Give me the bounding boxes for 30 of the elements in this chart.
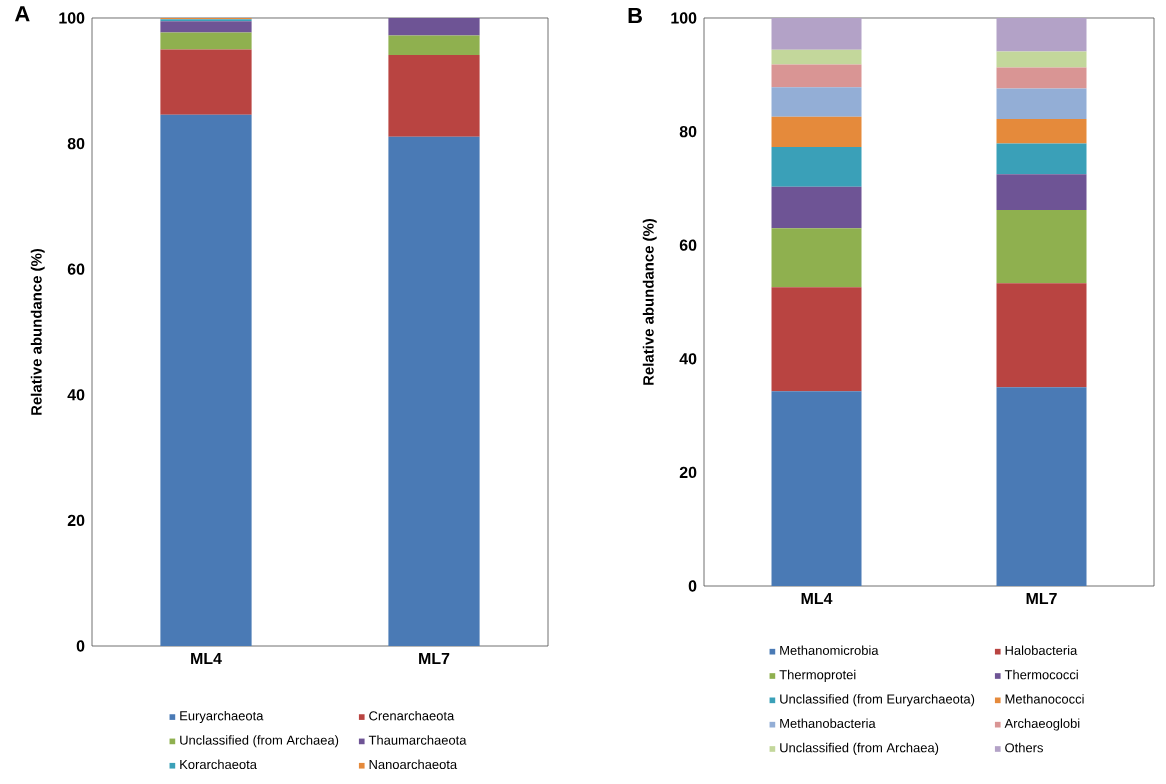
bar [771, 287, 862, 392]
bar [996, 67, 1087, 89]
bar [771, 49, 862, 65]
bar [160, 114, 252, 646]
bar [160, 49, 252, 115]
bar [771, 391, 862, 586]
bar [771, 64, 862, 88]
bar [771, 186, 862, 229]
bar [771, 87, 862, 117]
bar [996, 174, 1087, 210]
bar [996, 143, 1087, 175]
bar [388, 136, 480, 646]
bar [771, 17, 862, 50]
bar [771, 228, 862, 288]
bar [996, 119, 1087, 144]
bar [160, 32, 252, 50]
bar [388, 35, 480, 56]
text: A [14, 6, 30, 22]
bar [996, 387, 1087, 586]
bar [388, 55, 480, 137]
bar [771, 116, 862, 147]
bar [160, 21, 252, 33]
bar [996, 51, 1087, 68]
bar [996, 17, 1087, 52]
bar [996, 88, 1087, 120]
bar [388, 17, 480, 36]
bar [996, 283, 1087, 388]
bar [996, 209, 1087, 284]
bar [771, 146, 862, 187]
text: B [628, 8, 642, 24]
